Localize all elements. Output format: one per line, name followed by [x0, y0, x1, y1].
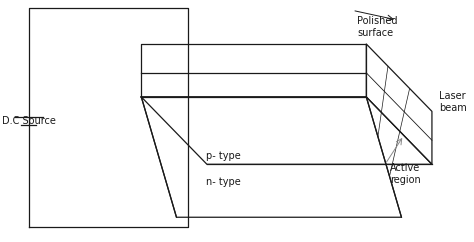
Text: Polished
surface: Polished surface [357, 16, 397, 38]
Text: Laser
beam: Laser beam [439, 91, 467, 113]
Text: p- type: p- type [206, 151, 241, 161]
Text: D.C Source: D.C Source [1, 116, 55, 126]
Text: n- type: n- type [206, 177, 241, 187]
Text: Active
region: Active region [390, 163, 420, 185]
